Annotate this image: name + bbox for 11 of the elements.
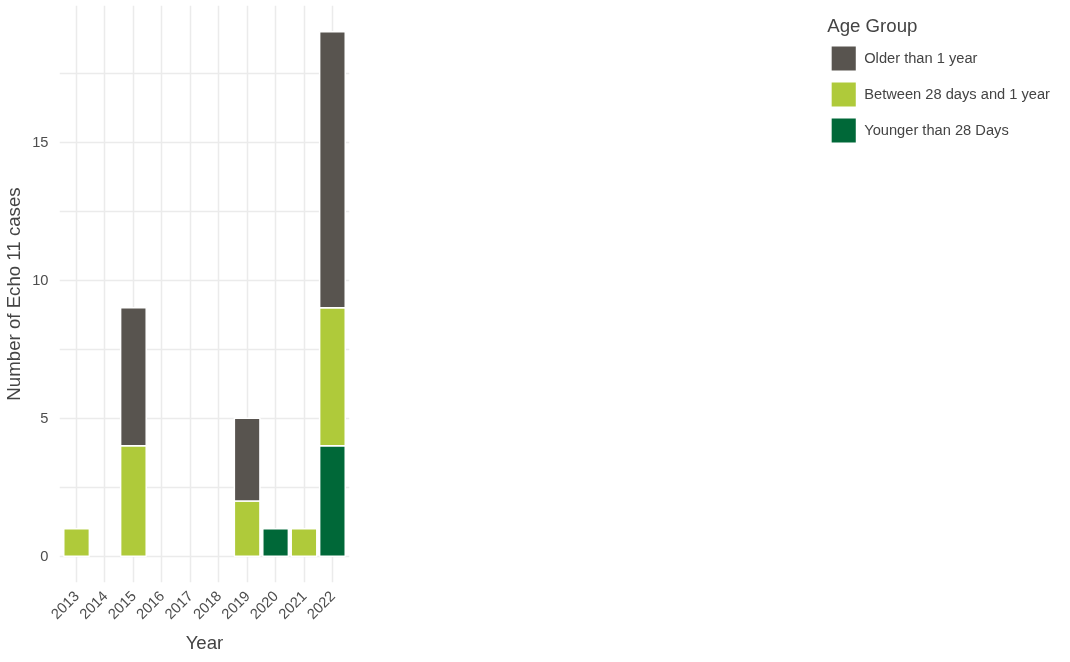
legend-label: Between 28 days and 1 year — [864, 85, 1050, 104]
x-axis-title: Year — [185, 631, 224, 653]
y-tick-label: 15 — [32, 134, 49, 151]
legend-title: Age Group — [827, 15, 919, 37]
bar — [63, 527, 91, 558]
legend-label: Younger than 28 Days — [864, 121, 1009, 140]
y-tick-label: 5 — [40, 410, 49, 427]
y-tick-label: 0 — [40, 548, 49, 565]
y-tick-label: 10 — [32, 272, 49, 289]
legend-label: Older than 1 year — [864, 49, 978, 68]
y-axis-title: Number of Echo 11 cases — [3, 187, 25, 401]
